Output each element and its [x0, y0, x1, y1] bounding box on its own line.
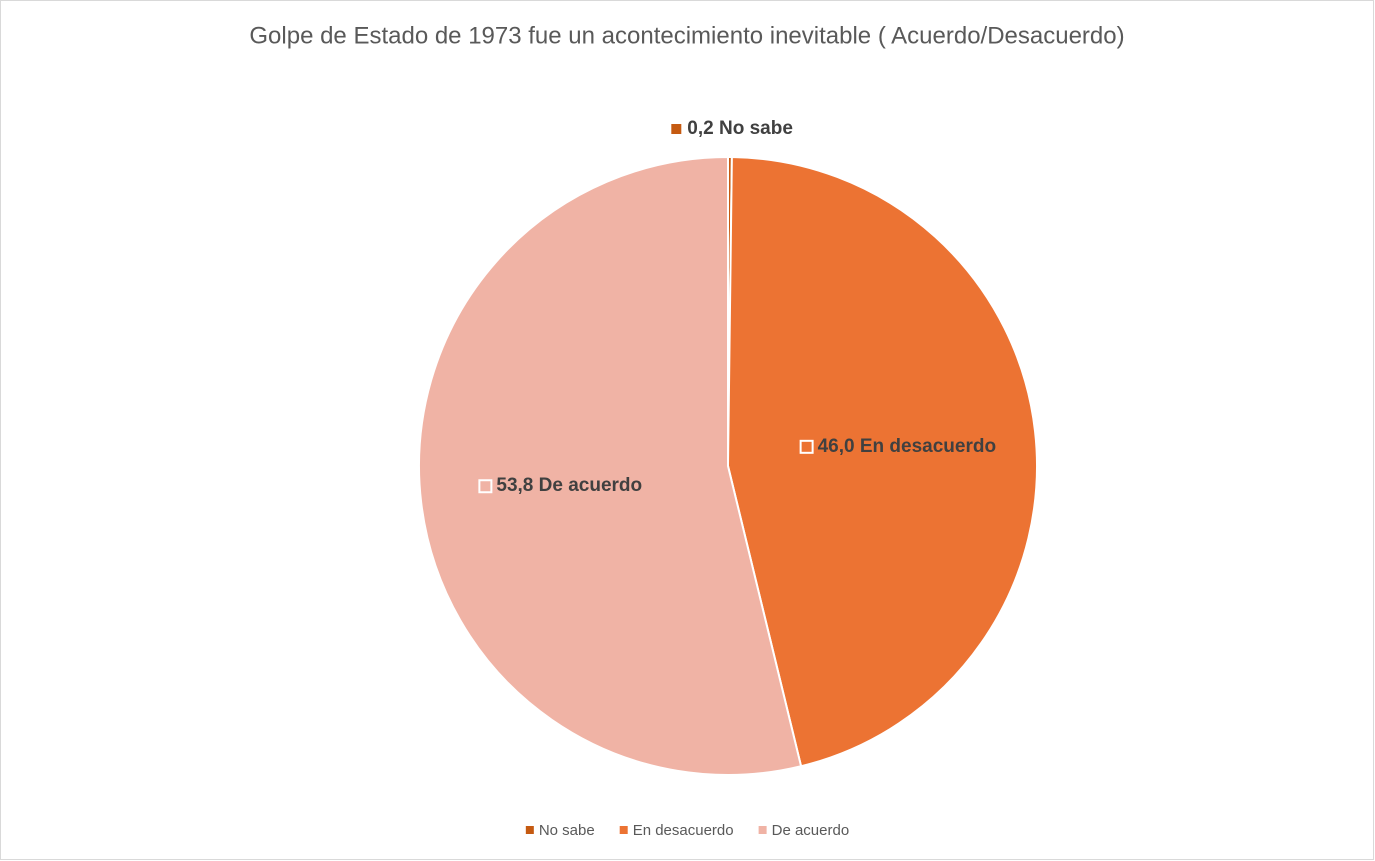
data-label-category: No sabe: [719, 118, 793, 139]
legend: No sabe En desacuerdo De acuerdo: [525, 822, 850, 839]
data-label-value: 0,2: [687, 118, 713, 139]
legend-label: No sabe: [539, 822, 595, 839]
data-label-value: 53,8: [496, 475, 533, 496]
data-label-key: [478, 479, 493, 494]
legend-label: De acuerdo: [772, 822, 850, 839]
pie-slice: [726, 156, 1038, 768]
data-label-category: En desacuerdo: [860, 436, 996, 457]
data-label-text: 53,8 De acuerdo: [496, 475, 642, 496]
data-label-value: 46,0: [818, 436, 855, 457]
data-label: 46,0 En desacuerdo: [799, 436, 996, 457]
legend-swatch: [758, 826, 767, 834]
data-label: 0,2 No sabe: [671, 118, 793, 139]
data-label-key: [799, 439, 814, 454]
data-label-text: 46,0 En desacuerdo: [818, 436, 996, 457]
legend-swatch: [525, 826, 534, 834]
legend-swatch: [619, 826, 628, 834]
data-label-category: De acuerdo: [539, 475, 642, 496]
legend-label: En desacuerdo: [633, 822, 734, 839]
data-label: 53,8 De acuerdo: [478, 475, 642, 496]
chart-title: Golpe de Estado de 1973 fue un acontecim…: [249, 22, 1124, 49]
pie-slice: [418, 155, 803, 776]
data-label-text: 0,2 No sabe: [687, 118, 793, 139]
data-label-key: [671, 124, 682, 135]
